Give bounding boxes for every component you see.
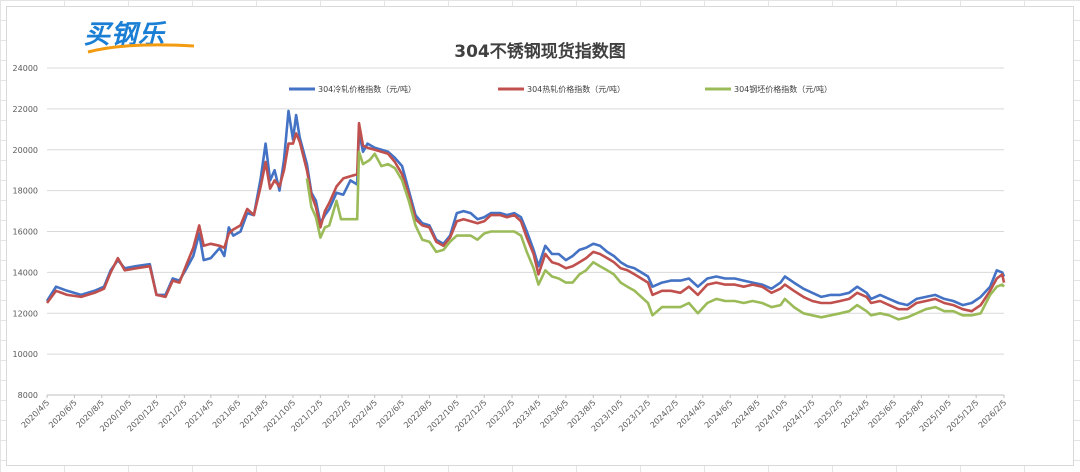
x-tick-label: 2022/4/5	[347, 398, 379, 430]
x-tick-label: 2021/4/5	[183, 398, 215, 430]
series-line-1	[45, 109, 1006, 307]
y-tick-label: 20000	[13, 146, 38, 155]
x-tick-label: 2022/6/5	[375, 398, 407, 430]
y-tick-label: 18000	[13, 187, 38, 196]
series-line-2	[45, 121, 1006, 313]
y-tick-label: 8000	[18, 391, 38, 400]
x-tick-label: 2025/6/5	[867, 398, 899, 430]
x-tick-label: 2020/6/5	[47, 398, 79, 430]
x-tick-label: 2023/4/5	[511, 398, 543, 430]
y-tick-label: 14000	[13, 268, 38, 277]
x-tick-label: 2024/4/5	[675, 398, 707, 430]
x-tick-label: 2023/6/5	[539, 398, 571, 430]
y-tick-label: 24000	[13, 64, 38, 73]
legend-label-1: 304冷轧价格指数（元/吨）	[318, 84, 416, 94]
legend-label-3: 304钢坯价格指数（元/吨）	[734, 84, 832, 94]
y-tick-label: 10000	[13, 350, 38, 359]
logo-swoosh-icon	[87, 43, 195, 54]
legend-label-2: 304热轧价格指数（元/吨）	[527, 84, 625, 94]
chart-frame[interactable]	[6, 6, 1074, 466]
y-tick-label: 22000	[13, 105, 38, 114]
y-tick-label: 16000	[13, 228, 38, 237]
y-tick-label: 12000	[13, 309, 38, 318]
x-tick-label: 2024/2/5	[649, 398, 681, 430]
x-tick-label: 2026/2/5	[977, 398, 1009, 430]
x-tick-label: 2024/6/5	[703, 398, 735, 430]
series-line-3	[305, 150, 1005, 321]
chart-title: 304不锈钢现货指数图	[454, 41, 626, 62]
x-tick-label: 2021/6/5	[211, 398, 243, 430]
x-tick-label: 2020/4/5	[20, 398, 52, 430]
x-tick-label: 2025/4/5	[839, 398, 871, 430]
